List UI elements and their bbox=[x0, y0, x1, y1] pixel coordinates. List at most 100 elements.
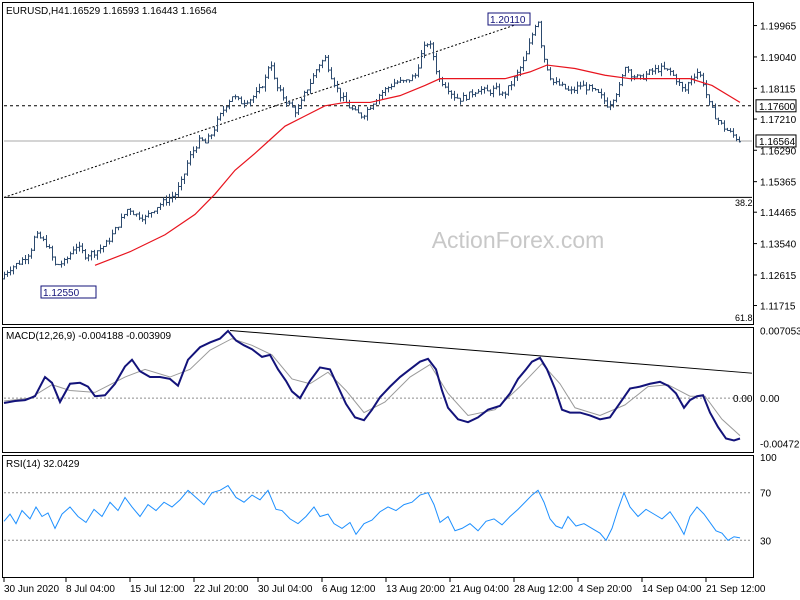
ohlc-bar bbox=[687, 81, 690, 94]
macd-zero-label: 0.00 bbox=[733, 394, 753, 405]
ohlc-bar bbox=[309, 78, 312, 94]
axis-label-1-17600: 1.17600 bbox=[755, 99, 797, 113]
macd-line bbox=[3, 329, 741, 442]
ohlc-bar bbox=[501, 91, 504, 97]
ohlc-bar bbox=[15, 262, 18, 270]
ohlc-bar bbox=[459, 97, 462, 105]
ohlc-bar bbox=[318, 64, 321, 73]
price-tick-label: 1.13540 bbox=[760, 240, 797, 251]
ohlc-bar bbox=[393, 78, 396, 88]
ohlc-bar bbox=[156, 206, 159, 215]
ohlc-bar bbox=[120, 213, 123, 228]
ohlc-bar bbox=[168, 193, 171, 206]
ohlc-bar bbox=[411, 74, 414, 82]
ohlc-bar bbox=[609, 100, 612, 111]
ohlc-bar bbox=[198, 134, 201, 149]
ohlc-bar bbox=[378, 93, 381, 105]
ohlc-bar bbox=[426, 43, 429, 48]
ohlc-bar bbox=[270, 61, 273, 71]
ohlc-bar bbox=[219, 112, 222, 121]
ohlc-bar bbox=[111, 229, 114, 243]
ohlc-bar bbox=[30, 248, 33, 259]
ohlc-bar bbox=[369, 106, 372, 110]
ohlc-bar bbox=[708, 94, 711, 106]
ohlc-bar bbox=[189, 150, 192, 166]
ohlc-bar bbox=[102, 245, 105, 253]
time-tick-label: 21 Aug 04:00 bbox=[450, 584, 509, 595]
ohlc-bar bbox=[402, 79, 405, 83]
ohlc-bar bbox=[153, 210, 156, 214]
price-tick-label: 1.14465 bbox=[760, 208, 797, 219]
time-tick-label: 22 Jul 20:00 bbox=[194, 584, 249, 595]
time-tick-label: 30 Jun 2020 bbox=[4, 584, 59, 595]
ohlc-bar bbox=[561, 81, 564, 87]
ohlc-bar bbox=[567, 85, 570, 91]
ohlc-bar bbox=[228, 99, 231, 110]
ohlc-bar bbox=[165, 195, 168, 206]
rising-trendline bbox=[3, 20, 529, 198]
ohlc-bar bbox=[231, 96, 234, 103]
axes: 1.19965 1.19040 1.18115 1.17210 1.16290 1.153… bbox=[3, 22, 800, 595]
ohlc-bar bbox=[384, 86, 387, 96]
ohlc-bar bbox=[543, 45, 546, 63]
ohlc-bar bbox=[174, 192, 177, 200]
macd-trendline bbox=[229, 329, 753, 374]
ohlc-bar bbox=[663, 61, 666, 70]
ohlc-bar bbox=[315, 69, 318, 78]
ohlc-bar bbox=[420, 50, 423, 69]
ohlc-bar bbox=[282, 87, 285, 101]
rsi-line bbox=[3, 484, 741, 542]
ohlc-bar bbox=[357, 106, 360, 114]
ohlc-bar bbox=[636, 74, 639, 78]
ohlc-bar bbox=[720, 120, 723, 125]
ohlc-bar bbox=[84, 249, 87, 260]
ohlc-bar bbox=[78, 241, 81, 252]
ohlc-bar bbox=[390, 83, 393, 90]
ohlc-bar bbox=[90, 250, 93, 261]
ohlc-bar bbox=[690, 75, 693, 86]
time-tick-label: 14 Sep 04:00 bbox=[642, 584, 702, 595]
ohlc-bar bbox=[327, 55, 330, 73]
ohlc-bar bbox=[342, 92, 345, 102]
ohlc-bar bbox=[273, 62, 276, 80]
ohlc-bar bbox=[477, 88, 480, 94]
ohlc-bar bbox=[366, 106, 369, 121]
ohlc-bar bbox=[246, 100, 249, 105]
ohlc-bar bbox=[630, 68, 633, 82]
ohlc-bar bbox=[234, 94, 237, 100]
ohlc-bar bbox=[387, 86, 390, 93]
ohlc-bar bbox=[144, 214, 147, 225]
ohlc-bar bbox=[513, 76, 516, 87]
ohlc-bar bbox=[297, 104, 300, 115]
ohlc-bar bbox=[531, 32, 534, 45]
axis-label-current-box bbox=[755, 134, 797, 148]
ohlc-bar bbox=[555, 77, 558, 85]
ohlc-bar bbox=[726, 127, 729, 131]
fib-38-2-label: 38.2 bbox=[735, 198, 753, 208]
high-label-box bbox=[487, 12, 531, 26]
ohlc-bar bbox=[354, 106, 357, 111]
low-label-text: 1.12550 bbox=[43, 288, 80, 299]
ohlc-bar bbox=[12, 265, 15, 275]
ohlc-bar bbox=[321, 59, 324, 69]
ohlc-bar bbox=[570, 86, 573, 95]
ohlc-bar bbox=[435, 52, 438, 75]
rsi-chart bbox=[3, 484, 752, 542]
ohlc-bar bbox=[654, 64, 657, 75]
ohlc-bar bbox=[621, 74, 624, 87]
ohlc-bar bbox=[633, 74, 636, 81]
time-tick-label: 15 Jul 12:00 bbox=[130, 584, 185, 595]
ohlc-bar bbox=[54, 256, 57, 266]
ohlc-bar bbox=[375, 98, 378, 105]
ohlc-bar bbox=[36, 231, 39, 239]
ohlc-bar bbox=[678, 78, 681, 86]
ohlc-bar bbox=[480, 86, 483, 95]
ohlc-bar bbox=[249, 98, 252, 107]
ohlc-bar bbox=[711, 100, 714, 108]
ohlc-bar bbox=[24, 255, 27, 265]
ohlc-bar bbox=[468, 91, 471, 100]
price-tick-label: 1.19965 bbox=[760, 22, 797, 33]
ohlc-bar bbox=[261, 86, 264, 89]
ohlc-bar bbox=[507, 85, 510, 96]
ohlc-bar bbox=[312, 73, 315, 84]
